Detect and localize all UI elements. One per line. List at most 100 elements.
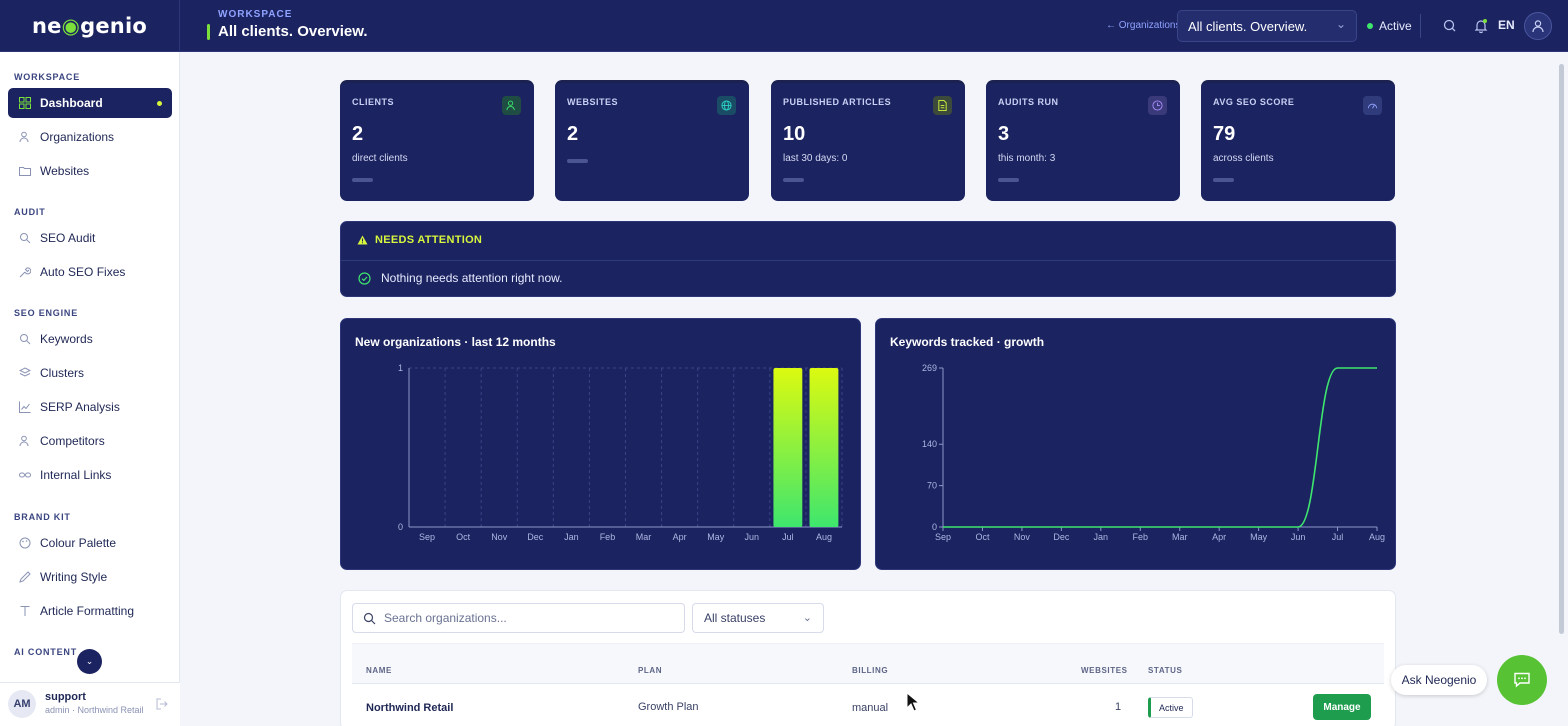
section-label-audit: AUDIT — [14, 207, 46, 217]
section-label-seo-engine: SEO ENGINE — [14, 308, 79, 318]
needs-attention-panel: NEEDS ATTENTION Nothing needs attention … — [340, 221, 1396, 297]
page-title: All clients. Overview. — [218, 23, 368, 40]
y-tick-label: 0 — [398, 522, 403, 532]
sidebar-item-organizations[interactable]: Organizations — [8, 122, 172, 152]
dashboard-icon — [19, 97, 31, 109]
scrollbar-thumb[interactable] — [1559, 64, 1564, 634]
column-header-billing[interactable]: BILLING — [852, 666, 889, 675]
sidebar-item-serp-analysis[interactable]: SERP Analysis — [8, 392, 172, 422]
x-tick-label: Apr — [673, 532, 687, 542]
stat-subtext: this month: 3 — [998, 153, 1056, 164]
wrench-icon — [19, 266, 31, 278]
x-tick-label: Dec — [527, 532, 544, 542]
column-header-websites[interactable]: WEBSITES — [1081, 666, 1128, 675]
table-header: NAME PLAN BILLING WEBSITES STATUS — [352, 643, 1384, 684]
y-tick-label: 0 — [932, 522, 937, 532]
x-tick-label: Jun — [745, 532, 760, 542]
x-tick-label: Jul — [782, 532, 794, 542]
user-icon — [1532, 20, 1544, 33]
stat-placeholder-bar — [1213, 178, 1234, 182]
user-profile[interactable]: AM support admin · Northwind Retail — [0, 682, 180, 726]
stat-card-published-articles: PUBLISHED ARTICLES 10 last 30 days: 0 — [771, 80, 965, 201]
column-header-name[interactable]: NAME — [366, 666, 392, 675]
x-tick-label: Aug — [1369, 532, 1385, 542]
chat-icon — [1514, 672, 1530, 688]
sidebar-item-websites[interactable]: Websites — [8, 156, 172, 186]
stat-card-websites: WEBSITES 2 — [555, 80, 749, 201]
ask-assistant-label[interactable]: Ask Neogenio — [1391, 665, 1487, 695]
palette-icon — [19, 537, 31, 549]
sidebar-item-article-formatting[interactable]: Article Formatting — [8, 596, 172, 626]
status-indicator: Active — [1367, 19, 1412, 33]
sidebar-item-competitors[interactable]: Competitors — [8, 426, 172, 456]
y-tick-label: 1 — [398, 363, 403, 373]
column-header-status[interactable]: STATUS — [1148, 666, 1183, 675]
user-name: support — [45, 691, 86, 703]
line-chart: 0 70 140 269 Sep Oct Nov Dec Jan Feb Mar Apr May Jun J… — [922, 363, 1385, 542]
chart-title: Keywords tracked · growth — [890, 335, 1045, 349]
sidebar-item-auto-seo-fixes[interactable]: Auto SEO Fixes — [8, 257, 172, 287]
sidebar-item-keywords[interactable]: Keywords — [8, 324, 172, 354]
workspace-header: WORKSPACE All clients. Overview. — [207, 9, 368, 40]
top-bar: ne◉genio WORKSPACE All clients. Overview… — [0, 0, 1568, 52]
org-websites-count: 1 — [1115, 701, 1122, 713]
x-tick-label: Sep — [419, 532, 435, 542]
divider — [341, 260, 1395, 261]
title-accent-bar — [207, 23, 210, 40]
bar — [773, 368, 803, 527]
layers-icon — [19, 367, 31, 379]
attention-message: Nothing needs attention right now. — [358, 271, 562, 285]
search-box[interactable] — [352, 603, 685, 633]
search-icon[interactable] — [1441, 17, 1459, 35]
series-line — [942, 367, 1377, 528]
pen-icon — [19, 571, 31, 583]
y-tick-label: 70 — [927, 481, 937, 491]
document-icon — [933, 96, 952, 115]
search-input[interactable] — [384, 611, 674, 625]
x-tick-label: Dec — [1053, 532, 1070, 542]
x-tick-label: Jan — [1094, 532, 1109, 542]
y-tick-label: 269 — [922, 363, 937, 373]
x-tick-label: Apr — [1212, 532, 1226, 542]
status-badge: Active — [1148, 697, 1193, 718]
active-dot-icon — [157, 100, 162, 106]
stat-card-audits-run: AUDITS RUN 3 this month: 3 — [986, 80, 1180, 201]
sidebar-item-dashboard[interactable]: Dashboard — [8, 88, 172, 118]
stat-subtext: across clients — [1213, 153, 1274, 164]
stat-card-clients: CLIENTS 2 direct clients — [340, 80, 534, 201]
x-tick-label: Oct — [456, 532, 471, 542]
bell-icon[interactable] — [1472, 17, 1490, 35]
column-header-plan[interactable]: PLAN — [638, 666, 663, 675]
line-chart-icon — [19, 401, 31, 413]
status-dot-icon — [1367, 23, 1373, 29]
search-icon — [363, 612, 376, 624]
sidebar-item-colour-palette[interactable]: Colour Palette — [8, 528, 172, 558]
organizations-panel: All statuses ⌄ NAME PLAN BILLING WEBSITE… — [340, 590, 1396, 726]
sidebar-item-clusters[interactable]: Clusters — [8, 358, 172, 388]
user-menu-button[interactable] — [1524, 12, 1552, 40]
manage-button[interactable]: Manage — [1313, 694, 1371, 720]
x-tick-label: Jun — [1291, 532, 1306, 542]
stat-value: 10 — [783, 123, 806, 145]
org-name[interactable]: Northwind Retail — [366, 702, 454, 714]
logout-icon[interactable] — [156, 697, 168, 715]
section-label-workspace: WORKSPACE — [14, 72, 81, 82]
users-icon — [502, 96, 521, 115]
scroll-down-button[interactable]: ⌄ — [77, 649, 102, 674]
language-switch[interactable]: EN — [1498, 18, 1515, 32]
sidebar-item-internal-links[interactable]: Internal Links — [8, 460, 172, 490]
sidebar-item-seo-audit[interactable]: SEO Audit — [8, 223, 172, 253]
divider — [1420, 14, 1421, 38]
chat-button[interactable] — [1497, 655, 1547, 705]
client-select[interactable]: All clients. Overview. ⌄ — [1177, 10, 1357, 42]
stat-placeholder-bar — [783, 178, 804, 182]
clock-icon — [1148, 96, 1167, 115]
stat-placeholder-bar — [567, 159, 588, 163]
logo[interactable]: ne◉genio — [0, 0, 180, 52]
sidebar-item-writing-style[interactable]: Writing Style — [8, 562, 172, 592]
organizations-back-link[interactable]: ← Organizations — [1106, 20, 1181, 31]
page-scrollbar[interactable] — [1556, 56, 1566, 726]
stat-value: 2 — [352, 123, 364, 145]
x-tick-label: Mar — [636, 532, 652, 542]
status-filter-select[interactable]: All statuses ⌄ — [692, 603, 824, 633]
